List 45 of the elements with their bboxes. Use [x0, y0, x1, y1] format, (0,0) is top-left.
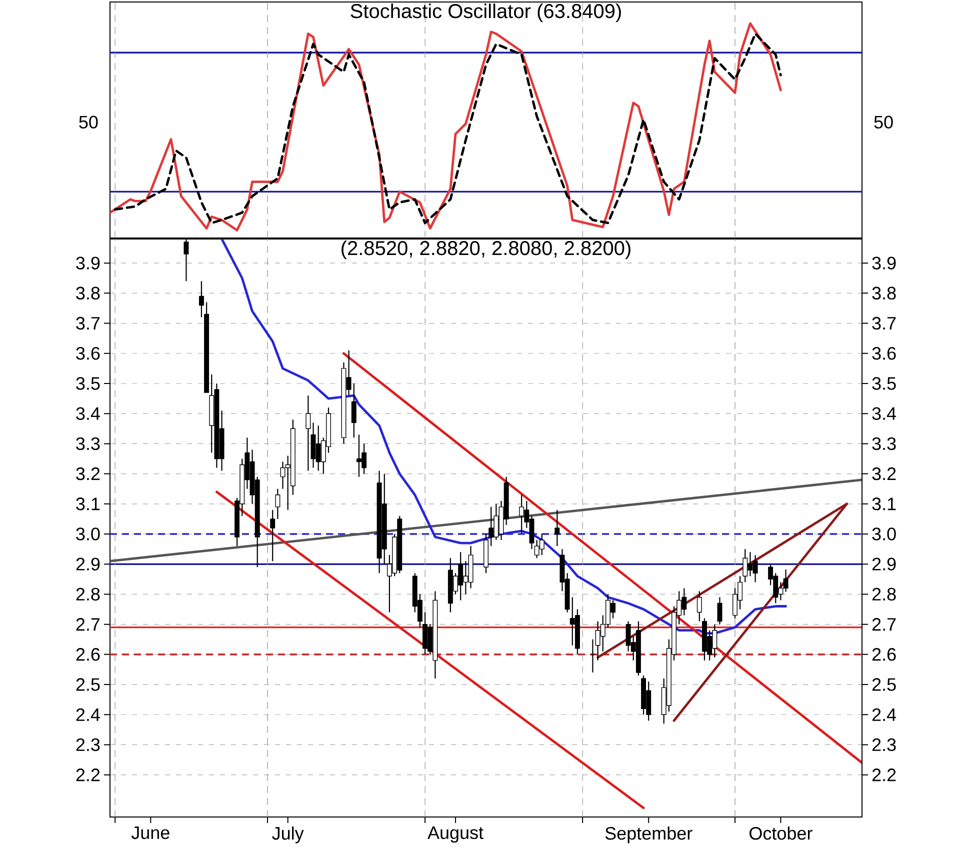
- y2-tick-label: 3.7: [76, 316, 100, 330]
- x-tick-label: August: [428, 826, 484, 843]
- y2-tick-label: 3.9: [76, 256, 100, 270]
- chart-title: (2.8520, 2.8820, 2.8080, 2.8200): [342, 240, 630, 260]
- y2-tick-label: 3.4: [76, 407, 100, 420]
- y-tick-label: 3.0: [872, 528, 896, 540]
- y2-tick-label: 2.7: [76, 618, 100, 631]
- y-tick-label: 2.7: [872, 618, 896, 631]
- y-tick-label: 3.7: [872, 316, 896, 330]
- y-tick-label: 2.4: [872, 708, 896, 721]
- x-tick-label: October: [750, 826, 812, 840]
- y-tick-label: 3.8: [872, 286, 896, 300]
- y-tick-label: 2.3: [872, 738, 896, 752]
- y2-tick-label: 2.5: [76, 678, 100, 691]
- y-tick-label: 3.2: [872, 467, 896, 480]
- x-tick-label: July: [272, 826, 304, 844]
- y-tick-label: 3.1: [872, 498, 896, 510]
- y-tick-label: 2.8: [872, 588, 896, 601]
- y-tick-label: 3.4: [872, 407, 896, 420]
- y2-tick-label: 2.6: [76, 648, 100, 661]
- x-tick-label: September: [605, 826, 692, 844]
- y2-tick-label: 2.4: [76, 708, 100, 721]
- y-tick-label: 3.6: [872, 347, 896, 360]
- y2-tick-label: 3.1: [76, 498, 100, 510]
- y2-tick-label: 3.8: [76, 286, 100, 300]
- y-tick-label: 2.5: [872, 678, 896, 691]
- y2-tick-label: 3.3: [76, 437, 100, 450]
- y2-tick-label: 2.2: [76, 768, 100, 782]
- y2-tick-label: 2.3: [76, 738, 100, 752]
- x-tick-label: June: [131, 826, 170, 840]
- text: 50: [874, 116, 893, 128]
- y2-tick-label: 3.6: [76, 347, 100, 360]
- y-tick-label: 3.5: [872, 377, 896, 390]
- y2-tick-label: 2.9: [76, 558, 100, 570]
- y-tick-label: 2.9: [872, 558, 896, 570]
- y2-tick-label: 2.8: [76, 588, 100, 601]
- y-tick-label: 3.3: [872, 437, 896, 450]
- chart-title: Stochastic Oscillator (63.8409): [350, 4, 621, 22]
- text: 50: [79, 116, 98, 128]
- y-tick-label: 2.2: [872, 768, 896, 782]
- y-tick-label: 2.6: [872, 648, 896, 661]
- y2-tick-label: 3.2: [76, 467, 100, 480]
- y2-tick-label: 3.5: [76, 377, 100, 390]
- y2-tick-label: 3.0: [76, 528, 100, 540]
- y-tick-label: 3.9: [872, 256, 896, 270]
